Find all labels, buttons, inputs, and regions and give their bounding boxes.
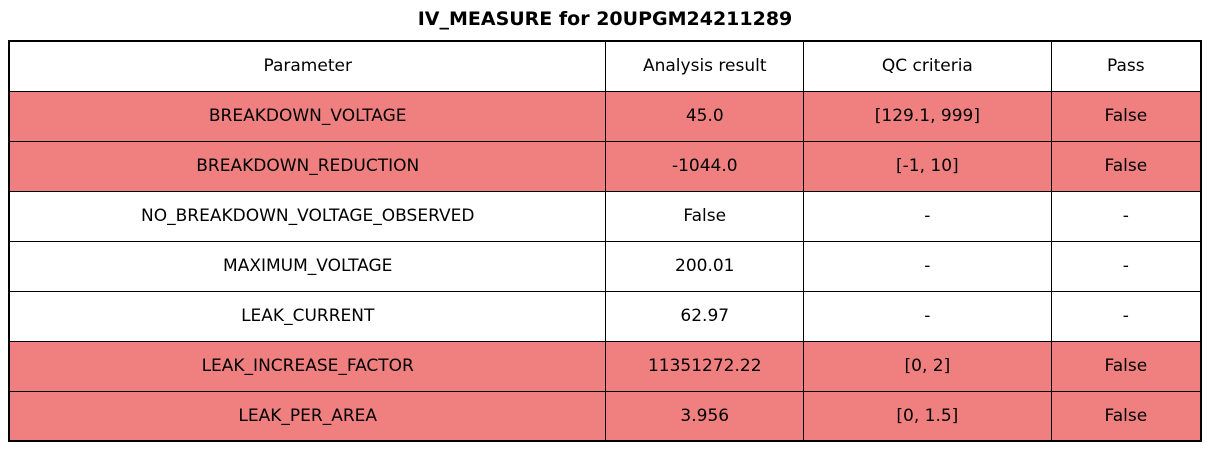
- qc-criteria-cell: [-1, 10]: [803, 140, 1052, 192]
- pass-cell: False: [1050, 340, 1202, 392]
- analysis-result-cell: 11351272.22: [605, 340, 805, 392]
- table-row: LEAK_PER_AREA 3.956 [0, 1.5] False: [8, 390, 1202, 442]
- qc-criteria-cell: [129.1, 999]: [803, 90, 1052, 142]
- analysis-result-cell: 62.97: [605, 290, 805, 342]
- pass-cell: -: [1050, 290, 1202, 342]
- parameter-cell: LEAK_INCREASE_FACTOR: [8, 340, 607, 392]
- parameter-cell: LEAK_CURRENT: [8, 290, 607, 342]
- header-parameter: Parameter: [8, 40, 607, 92]
- table-row: BREAKDOWN_REDUCTION -1044.0 [-1, 10] False: [8, 140, 1202, 192]
- qc-criteria-cell: -: [803, 290, 1052, 342]
- qc-criteria-cell: -: [803, 190, 1052, 242]
- parameter-cell: NO_BREAKDOWN_VOLTAGE_OBSERVED: [8, 190, 607, 242]
- parameter-cell: BREAKDOWN_VOLTAGE: [8, 90, 607, 142]
- pass-cell: False: [1050, 140, 1202, 192]
- analysis-result-cell: 200.01: [605, 240, 805, 292]
- qc-results-table: Parameter Analysis result QC criteria Pa…: [8, 40, 1202, 442]
- table-row: NO_BREAKDOWN_VOLTAGE_OBSERVED False - -: [8, 190, 1202, 242]
- qc-criteria-cell: [0, 1.5]: [803, 390, 1052, 442]
- parameter-cell: BREAKDOWN_REDUCTION: [8, 140, 607, 192]
- parameter-cell: MAXIMUM_VOLTAGE: [8, 240, 607, 292]
- header-qc-criteria: QC criteria: [803, 40, 1052, 92]
- table-row: BREAKDOWN_VOLTAGE 45.0 [129.1, 999] False: [8, 90, 1202, 142]
- pass-cell: False: [1050, 90, 1202, 142]
- header-analysis-result: Analysis result: [605, 40, 805, 92]
- table-row: LEAK_INCREASE_FACTOR 11351272.22 [0, 2] Fal…: [8, 340, 1202, 392]
- qc-criteria-cell: [0, 2]: [803, 340, 1052, 392]
- table-row: MAXIMUM_VOLTAGE 200.01- -: [8, 240, 1202, 292]
- pass-cell: -: [1050, 240, 1202, 292]
- figure-title: IV_MEASURE for 20UPGM24211289: [417, 8, 793, 30]
- pass-cell: False: [1050, 390, 1202, 442]
- analysis-result-cell: -1044.0: [605, 140, 805, 192]
- qc-criteria-cell: -: [803, 240, 1052, 292]
- parameter-cell: LEAK_PER_AREA: [8, 390, 607, 442]
- header-row: Parameter Analysis result QC criteria Pa…: [8, 40, 1202, 92]
- pass-cell: -: [1050, 190, 1202, 242]
- table-row: LEAK_CURRENT 62.97- -: [8, 290, 1202, 342]
- analysis-result-cell: False: [605, 190, 805, 242]
- table-body: BREAKDOWN_VOLTAGE 45.0 [129.1, 999] False BR…: [8, 90, 1202, 442]
- analysis-result-cell: 3.956: [605, 390, 805, 442]
- analysis-result-cell: 45.0: [605, 90, 805, 142]
- header-pass: Pass: [1050, 40, 1202, 92]
